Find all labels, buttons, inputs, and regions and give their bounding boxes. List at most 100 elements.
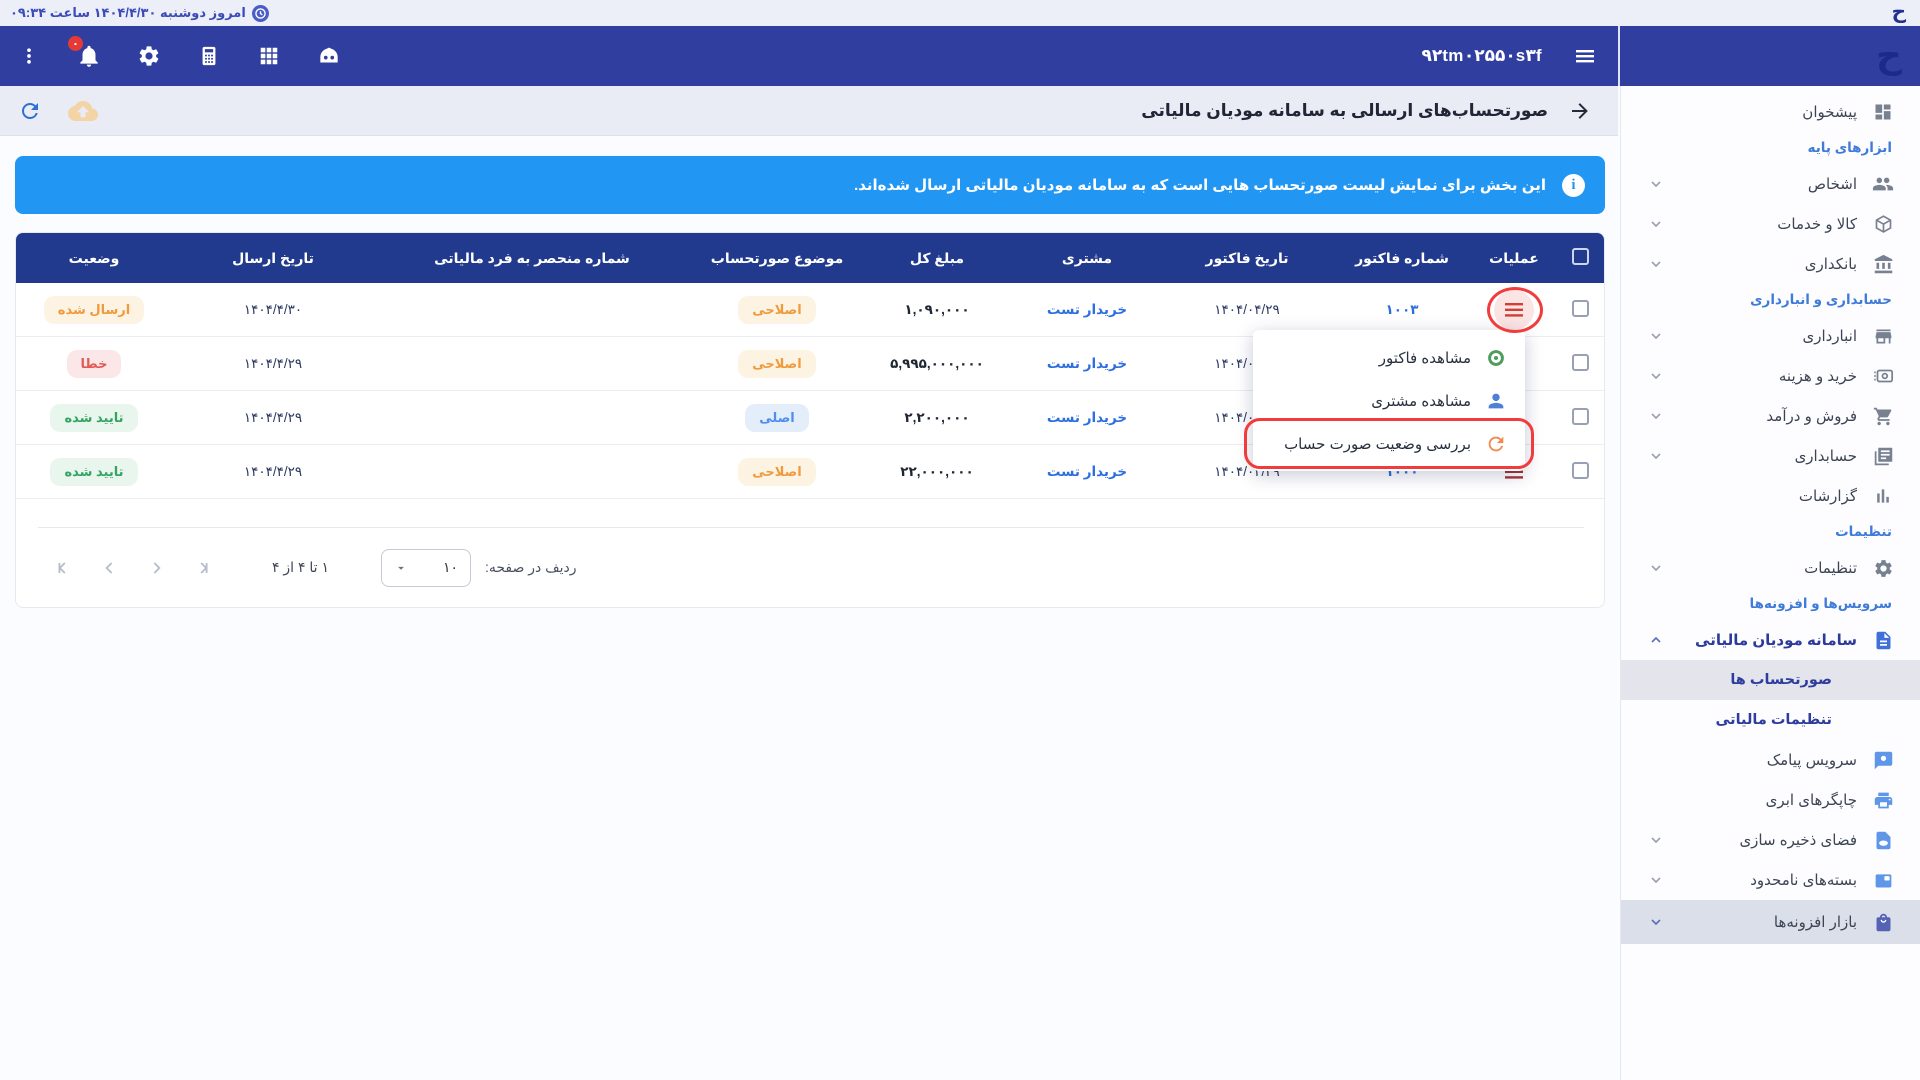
brand-logo-large: ح [1876,34,1902,75]
select-all-cell [1556,248,1604,268]
chevron-up-icon [1647,631,1665,649]
total-amount: ۲,۲۰۰,۰۰۰ [904,409,970,425]
row-actions-button[interactable] [1494,289,1534,330]
robot-assistant-icon[interactable] [314,41,344,71]
customer-link[interactable]: خریدار تست [1046,463,1128,479]
sidebar-item-settings[interactable]: تنظیمات [1621,548,1920,588]
row-checkbox[interactable] [1571,353,1589,371]
hamburger-menu-icon[interactable] [1570,41,1600,71]
customer-link[interactable]: خریدار تست [1046,355,1128,371]
status-badge: تایید شده [50,403,138,432]
col-tax-uid: شماره منحصر به فرد مالیاتی [434,249,630,266]
page-title: صورتحساب‌های ارسالی به سامانه مودیان مال… [1141,101,1548,120]
first-page-button[interactable] [52,556,76,580]
chevron-down-icon [1647,559,1665,577]
row-actions-menu: مشاهده فاکتور مشاهده مشتری بررسی وضعیت ص… [1244,330,1534,471]
menu-item-view-customer[interactable]: مشاهده مشتری [1253,379,1525,422]
kebab-menu-icon[interactable] [14,41,44,71]
chevron-down-icon [1647,831,1665,849]
document-icon [1872,629,1894,651]
file-cloud-icon [1872,829,1894,851]
calculator-icon[interactable] [194,41,224,71]
info-banner-text: این بخش برای نمایش لیست صورتحساب هایی اس… [854,177,1546,194]
menu-item-label: مشاهده فاکتور [1378,349,1471,367]
chevron-down-icon [1647,215,1665,233]
refresh-icon[interactable] [18,99,42,123]
chevron-down-icon [394,561,408,575]
sidebar-item-purchases-expenses[interactable]: خرید و هزینه [1621,356,1920,396]
chevron-down-icon [1647,327,1665,345]
sidebar-item-storage-space[interactable]: فضای ذخیره سازی [1621,820,1920,860]
sidebar-item-sales-income[interactable]: فروش و درآمد [1621,396,1920,436]
sidebar-subitem-tax-settings[interactable]: تنظیمات مالیاتی [1715,712,1832,728]
menu-item-view-invoice[interactable]: مشاهده فاکتور [1253,336,1525,379]
row-checkbox[interactable] [1571,407,1589,425]
chevron-down-icon [1647,367,1665,385]
sidebar-item-label: کالا و خدمات [1777,216,1857,233]
invoice-number-link[interactable]: ۱۰۰۳ [1385,301,1419,317]
clock-icon [251,4,269,22]
sidebar-section-services-addons: سرویس‌ها و افزونه‌ها [1749,596,1892,611]
sidebar-item-label: گزارشات [1798,488,1857,505]
sidebar-item-label: انبارداری [1802,328,1857,345]
sidebar-item-inventory[interactable]: انبارداری [1621,316,1920,356]
sidebar-item-label: سرویس پیامک [1766,752,1857,769]
status-badge: خطا [66,349,122,378]
sidebar-item-reports[interactable]: گزارشات [1621,476,1920,516]
chevron-down-icon [1647,447,1665,465]
chevron-down-icon [1647,871,1665,889]
sidebar-item-addons-market[interactable]: بازار افزونه‌ها [1621,900,1920,944]
sidebar-item-accounting[interactable]: حسابداری [1621,436,1920,476]
sidebar-item-cloud-printers[interactable]: چاپگرهای ابری [1621,780,1920,820]
sidebar-subitem-invoices[interactable]: صورتحساب ها [1621,660,1920,700]
gears-icon [1872,557,1894,579]
notifications-bell-icon[interactable]: ۰ [66,34,104,71]
sidebar-item-goods-services[interactable]: کالا و خدمات [1621,204,1920,244]
col-invoice-date: تاریخ فاکتور [1205,249,1289,266]
chevron-down-icon [1647,913,1665,931]
notification-badge: ۰ [66,34,85,53]
row-checkbox[interactable] [1571,299,1589,317]
next-page-button[interactable] [144,556,168,580]
sidebar-item-label: بازار افزونه‌ها [1773,914,1857,931]
sidebar-item-banking[interactable]: بانکداری [1621,244,1920,284]
refresh-status-icon [1485,433,1507,455]
sidebar-item-tax-moadian-system[interactable]: سامانه مودیان مالیاتی [1621,620,1920,660]
cloud-upload-icon[interactable] [68,96,98,126]
bar-chart-icon [1872,485,1894,507]
pagination-range: ۱ تا ۴ از ۴ [272,559,329,575]
sidebar-item-sms-service[interactable]: سرویس پیامک [1621,740,1920,780]
send-date: ۱۴۰۴/۴/۲۹ [243,463,303,479]
sidebar-item-unlimited-packages[interactable]: بسته‌های نامحدود [1621,860,1920,900]
last-page-button[interactable] [190,556,214,580]
menu-item-check-invoice-status[interactable]: بررسی وضعیت صورت حساب [1253,422,1525,465]
chat-gear-icon [1872,749,1894,771]
table-row: ۱۰۰۰ ۱۴۰۴/۰۴/۲۹ خریدار تست ۲۲,۰۰۰,۰۰۰ اص… [16,445,1604,499]
shopping-bag-icon [1872,911,1894,933]
table-header-row: عملیات شماره فاکتور تاریخ فاکتور مشتری م… [16,233,1604,283]
row-checkbox[interactable] [1571,461,1589,479]
back-arrow-icon[interactable] [1568,99,1592,123]
apps-grid-icon[interactable] [254,41,284,71]
box-icon [1872,213,1894,235]
subject-badge: اصلی [745,403,809,432]
sidebar-item-label: حسابداری [1794,448,1857,465]
sidebar-item-label: چاپگرهای ابری [1765,792,1857,809]
rows-per-page-value: ۱۰ [442,559,458,575]
sidebar-item-label: فروش و درآمد [1766,408,1857,425]
page-title-bar: صورتحساب‌های ارسالی به سامانه مودیان مال… [0,86,1618,136]
subject-badge: اصلاحی [738,457,816,486]
customer-link[interactable]: خریدار تست [1046,301,1128,317]
select-all-checkbox[interactable] [1571,248,1589,265]
sidebar-item-people[interactable]: اشخاص [1621,164,1920,204]
sidebar-section-settings: تنظیمات [1835,524,1892,539]
col-subject: موضوع صورتحساب [710,249,844,266]
total-amount: ۲۲,۰۰۰,۰۰۰ [900,463,974,479]
sidebar-nav: پیشخوان ابزارهای پایه اشخاص کالا و خدمات… [1620,86,1920,1080]
rows-per-page-select[interactable]: ۱۰ [380,548,471,587]
col-send-date: تاریخ ارسال [232,249,314,266]
previous-page-button[interactable] [98,556,122,580]
customer-link[interactable]: خریدار تست [1046,409,1128,425]
settings-gear-icon[interactable] [134,41,164,71]
sidebar-item-dashboard[interactable]: پیشخوان [1621,92,1920,132]
